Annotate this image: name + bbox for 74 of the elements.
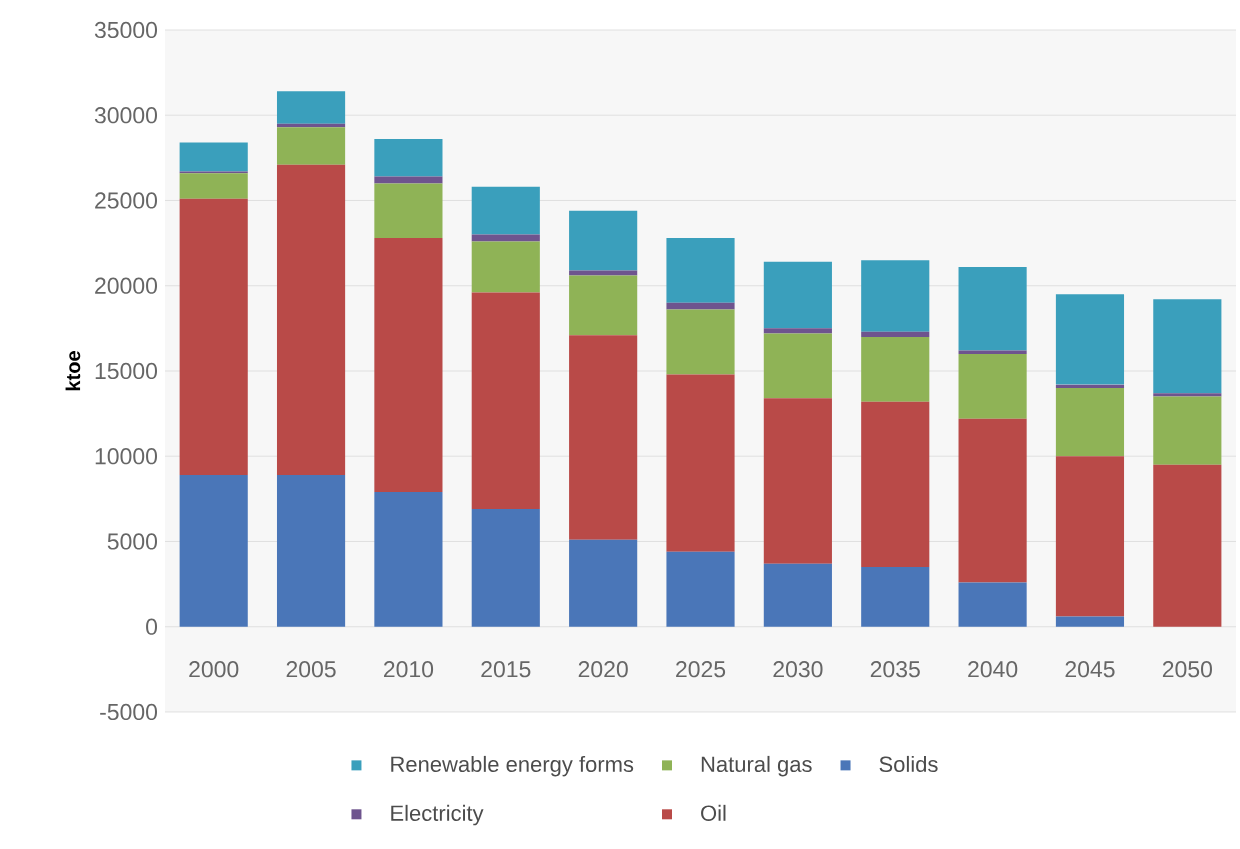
y-tick-label: 15000 bbox=[95, 362, 158, 380]
bar bbox=[666, 238, 735, 303]
bar bbox=[1055, 388, 1125, 457]
bar bbox=[569, 275, 638, 336]
bar bbox=[666, 309, 735, 375]
bar bbox=[861, 336, 930, 402]
y-tick-label: 20000 bbox=[95, 277, 158, 294]
bar bbox=[276, 127, 346, 165]
bar bbox=[471, 292, 540, 510]
bar bbox=[958, 266, 1027, 351]
bar bbox=[471, 509, 540, 627]
bar bbox=[958, 418, 1027, 583]
bar bbox=[763, 261, 832, 329]
bar bbox=[861, 331, 930, 337]
bar bbox=[763, 563, 832, 627]
bar bbox=[1055, 456, 1125, 617]
x-tick-label: 2030 bbox=[773, 661, 823, 678]
bar bbox=[763, 328, 832, 334]
y-axis-title: ktoe bbox=[65, 351, 81, 391]
y-tick-label: 10000 bbox=[95, 448, 158, 465]
bar bbox=[763, 333, 832, 399]
bar bbox=[471, 241, 540, 293]
x-tick-label: 2015 bbox=[481, 661, 531, 678]
bar bbox=[861, 260, 930, 332]
x-tick-label: 2040 bbox=[968, 661, 1018, 678]
bar bbox=[1153, 393, 1222, 397]
bar bbox=[276, 164, 346, 475]
bar bbox=[569, 210, 638, 271]
bar bbox=[861, 401, 930, 568]
bar bbox=[374, 183, 443, 238]
bar bbox=[471, 186, 540, 235]
bar bbox=[958, 353, 1027, 419]
x-tick-label: 2035 bbox=[870, 661, 920, 678]
legend-label: Renewable energy forms bbox=[391, 755, 634, 777]
bar bbox=[1055, 616, 1125, 627]
bar bbox=[569, 270, 638, 276]
bar bbox=[276, 474, 346, 627]
legend-label: Oil bbox=[701, 804, 726, 821]
legend-label: Natural gas bbox=[701, 755, 812, 777]
bar bbox=[374, 238, 443, 493]
legend-label: Solids bbox=[879, 755, 938, 773]
y-tick-label: 35000 bbox=[94, 21, 158, 39]
bar bbox=[1153, 396, 1222, 465]
bar bbox=[179, 142, 248, 172]
y-tick-label: -5000 bbox=[100, 703, 158, 721]
bar bbox=[1055, 294, 1125, 385]
x-tick-label: 2005 bbox=[286, 661, 336, 678]
bar bbox=[179, 474, 248, 627]
bar bbox=[958, 582, 1027, 627]
bar bbox=[1153, 299, 1222, 394]
bar bbox=[763, 398, 832, 564]
x-tick-label: 2020 bbox=[578, 661, 628, 678]
bar bbox=[569, 539, 638, 627]
bar bbox=[1153, 464, 1222, 627]
bar bbox=[179, 198, 248, 475]
x-tick-label: 2010 bbox=[383, 661, 434, 678]
y-tick-label: 0 bbox=[146, 618, 158, 635]
y-tick-label: 25000 bbox=[95, 192, 158, 209]
bar bbox=[666, 374, 735, 552]
y-tick-label: 30000 bbox=[94, 107, 158, 124]
y-tick-label: 5000 bbox=[107, 533, 158, 550]
bar bbox=[666, 302, 735, 310]
x-tick-label: 2000 bbox=[189, 661, 239, 678]
x-tick-label: 2050 bbox=[1162, 661, 1212, 678]
bar bbox=[569, 335, 638, 540]
bar bbox=[179, 173, 248, 199]
bar bbox=[861, 567, 930, 627]
x-tick-label: 2045 bbox=[1065, 661, 1115, 678]
bar bbox=[276, 91, 346, 124]
bar bbox=[374, 492, 443, 627]
legend-label: Electricity bbox=[391, 804, 484, 826]
x-tick-label: 2025 bbox=[676, 661, 726, 678]
bar bbox=[374, 139, 443, 177]
bar bbox=[666, 551, 735, 627]
